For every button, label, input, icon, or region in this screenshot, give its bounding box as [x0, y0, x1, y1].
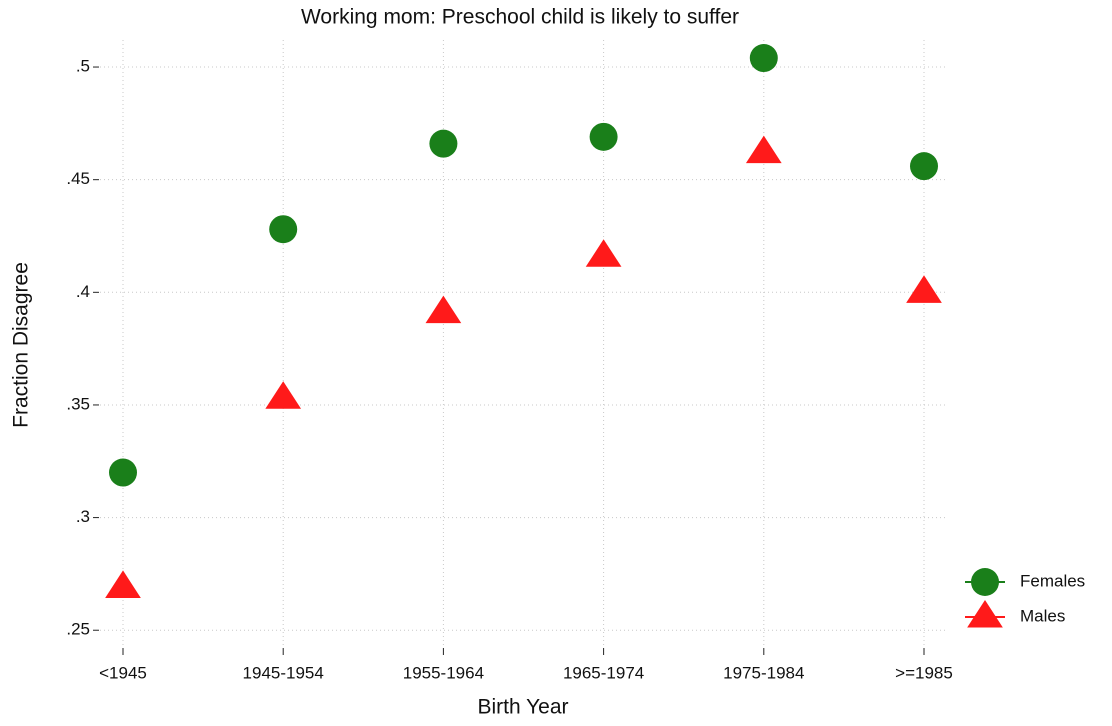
data-point	[910, 152, 938, 181]
y-tick-label: .45	[66, 169, 90, 188]
y-tick-label: .4	[76, 282, 90, 301]
y-tick-label: .5	[76, 57, 90, 76]
chart-title: Working mom: Preschool child is likely t…	[301, 6, 739, 29]
x-axis-title: Birth Year	[477, 696, 568, 719]
data-point	[109, 458, 137, 487]
y-tick-label: .25	[66, 620, 90, 639]
x-tick-label: 1955-1964	[403, 663, 484, 682]
data-point	[585, 239, 622, 267]
data-point	[105, 570, 141, 598]
legend-marker	[967, 600, 1003, 628]
y-tick-label: .35	[66, 394, 90, 413]
data-point	[425, 295, 462, 324]
x-tick-label: >=1985	[895, 663, 953, 682]
legend-marker	[971, 568, 999, 596]
legend-label: Females	[1020, 571, 1085, 590]
data-point	[906, 275, 942, 303]
x-tick-label: <1945	[99, 663, 147, 682]
data-point	[749, 44, 778, 73]
data-point	[265, 381, 302, 409]
data-point	[269, 215, 298, 244]
legend-label: Males	[1020, 606, 1065, 625]
x-tick-label: 1965-1974	[563, 663, 644, 682]
data-point	[745, 135, 782, 164]
y-axis-title: Fraction Disagree	[10, 262, 33, 428]
x-tick-label: 1975-1984	[723, 663, 804, 682]
y-tick-label: .3	[76, 507, 90, 526]
x-tick-label: 1945-1954	[243, 663, 324, 682]
data-point	[589, 122, 618, 151]
data-point	[429, 129, 458, 158]
